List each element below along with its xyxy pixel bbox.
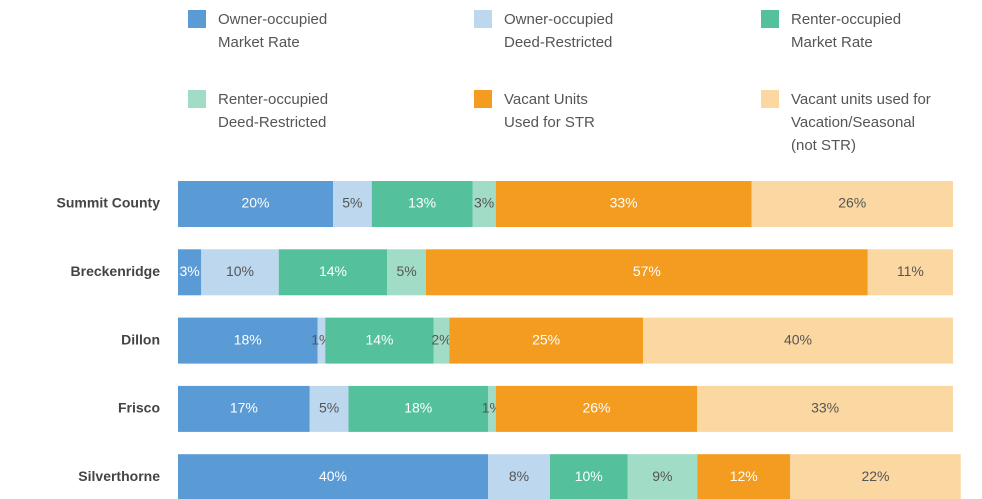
data-label: 18% bbox=[404, 400, 432, 416]
bar-segment bbox=[867, 249, 953, 296]
data-label: 17% bbox=[230, 400, 258, 416]
bar-segment bbox=[178, 317, 318, 364]
bar-segment bbox=[472, 181, 496, 227]
bar-segment bbox=[348, 385, 488, 432]
bar-segment bbox=[488, 385, 496, 432]
bar-segment bbox=[371, 181, 473, 227]
legend-item: Renter-occupied Deed-Restricted bbox=[188, 88, 368, 134]
bar-segment bbox=[309, 385, 349, 432]
data-label: 10% bbox=[575, 468, 603, 484]
bar-segment bbox=[317, 317, 326, 364]
legend-swatch bbox=[761, 10, 779, 28]
legend-label: Vacant Units Used for STR bbox=[504, 91, 595, 131]
legend-label: Owner-occupied Deed-Restricted bbox=[504, 11, 614, 51]
data-label: 11% bbox=[897, 263, 924, 279]
category-label: Silverthorne bbox=[78, 468, 160, 484]
category-label: Frisco bbox=[118, 400, 160, 416]
data-label: 57% bbox=[633, 263, 661, 279]
data-label: 22% bbox=[861, 468, 889, 484]
legend-label: Vacant units used for Vacation/Seasonal … bbox=[791, 91, 931, 154]
bar-segment bbox=[426, 249, 868, 296]
data-label: 18% bbox=[234, 331, 262, 347]
category-label: Dillon bbox=[121, 331, 160, 347]
bar-segment bbox=[278, 249, 388, 296]
bar-segment bbox=[178, 385, 310, 432]
data-label: 5% bbox=[397, 263, 417, 279]
bar-segment bbox=[325, 317, 434, 364]
bar-segment bbox=[627, 454, 698, 499]
data-label: 40% bbox=[319, 468, 347, 484]
bar-segment bbox=[178, 181, 333, 227]
bar-segment bbox=[178, 249, 202, 296]
bar-segment bbox=[643, 317, 953, 364]
legend-label: Renter-occupied Deed-Restricted bbox=[218, 91, 329, 131]
bar-segment bbox=[387, 249, 426, 296]
category-label: Summit County bbox=[57, 195, 161, 211]
legend-item: Renter-occupied Market Rate bbox=[761, 8, 941, 54]
data-label: 3% bbox=[474, 195, 494, 211]
legend-swatch bbox=[474, 10, 492, 28]
legend-swatch bbox=[474, 90, 492, 108]
bar-segment bbox=[550, 454, 628, 499]
data-label: 14% bbox=[365, 331, 393, 347]
data-label: 8% bbox=[509, 468, 529, 484]
data-label: 2% bbox=[431, 331, 451, 347]
data-label: 33% bbox=[811, 400, 839, 416]
data-label: 26% bbox=[582, 400, 610, 416]
bar-segment bbox=[790, 454, 961, 499]
data-label: 5% bbox=[319, 400, 339, 416]
data-label: 10% bbox=[226, 263, 254, 279]
bar-segment bbox=[488, 454, 550, 499]
data-label: 25% bbox=[532, 331, 560, 347]
legend-item: Vacant Units Used for STR bbox=[474, 88, 614, 134]
bar-segment bbox=[751, 181, 953, 227]
data-label: 12% bbox=[730, 468, 758, 484]
bar-segment bbox=[201, 249, 279, 296]
legend-item: Vacant units used for Vacation/Seasonal … bbox=[761, 88, 941, 157]
legend-item: Owner-occupied Market Rate bbox=[188, 8, 368, 54]
data-label: 20% bbox=[241, 195, 269, 211]
bar-segment bbox=[433, 317, 450, 364]
bar-segment bbox=[178, 454, 488, 499]
bar-segment bbox=[333, 181, 372, 227]
data-label: 3% bbox=[180, 263, 200, 279]
category-label: Breckenridge bbox=[71, 263, 161, 279]
bar-segment bbox=[697, 385, 953, 432]
legend-swatch bbox=[188, 90, 206, 108]
bar-segment bbox=[697, 454, 791, 499]
bar-segment bbox=[495, 181, 752, 227]
data-label: 14% bbox=[319, 263, 347, 279]
data-label: 13% bbox=[408, 195, 436, 211]
data-label: 5% bbox=[342, 195, 362, 211]
legend-swatch bbox=[761, 90, 779, 108]
legend-swatch bbox=[188, 10, 206, 28]
bar-segment bbox=[495, 385, 698, 432]
legend-item: Owner-occupied Deed-Restricted bbox=[474, 8, 654, 54]
data-label: 33% bbox=[610, 195, 638, 211]
data-label: 9% bbox=[652, 468, 672, 484]
bar-segment bbox=[449, 317, 643, 364]
legend-label: Renter-occupied Market Rate bbox=[791, 11, 902, 51]
data-label: 40% bbox=[784, 331, 812, 347]
data-label: 26% bbox=[838, 195, 866, 211]
legend-label: Owner-occupied Market Rate bbox=[218, 11, 328, 51]
